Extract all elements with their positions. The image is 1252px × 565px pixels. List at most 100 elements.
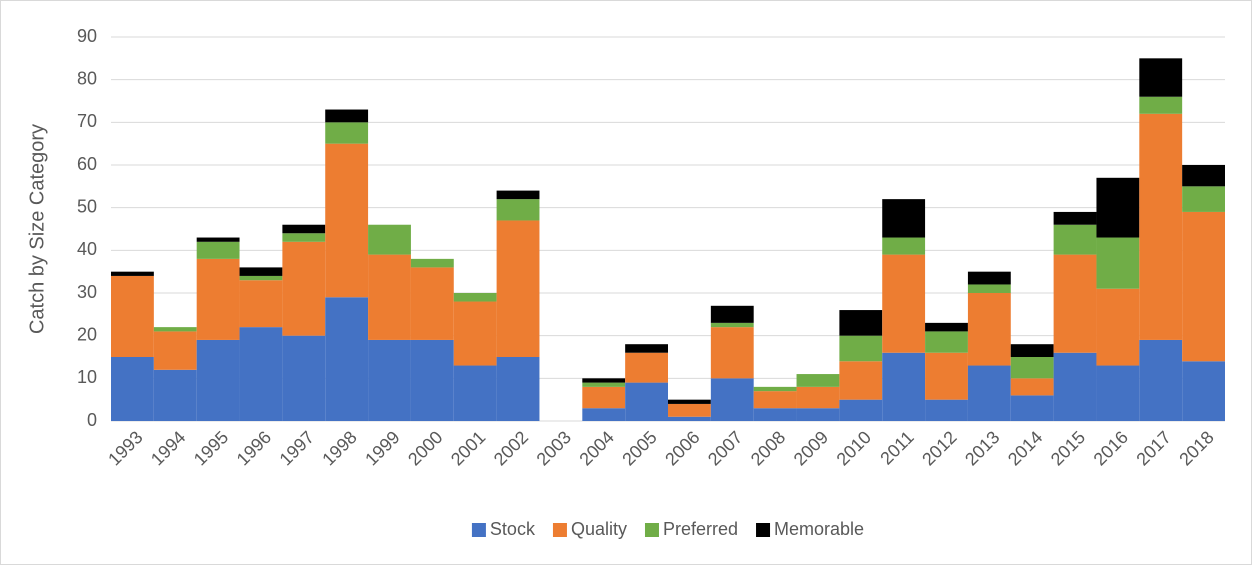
- bar-segment: [1053, 254, 1097, 353]
- bar-segment: [582, 378, 626, 383]
- bar-segment: [710, 322, 754, 328]
- bar-segment: [239, 267, 283, 276]
- bar-segment: [453, 301, 497, 366]
- bar-segment: [1182, 211, 1225, 362]
- bar-segment: [1053, 352, 1097, 421]
- bar-segment: [496, 357, 540, 421]
- bar-segment: [882, 254, 926, 353]
- bar-segment: [839, 335, 883, 362]
- legend-swatch: [756, 523, 771, 537]
- y-tick-label: 50: [77, 196, 97, 216]
- bar-segment: [282, 241, 326, 336]
- bar-segment: [368, 254, 411, 340]
- bar-segment: [839, 399, 883, 421]
- y-tick-label: 20: [77, 324, 97, 344]
- bar-segment: [111, 357, 154, 421]
- bar-segment: [839, 310, 883, 336]
- bar-segment: [496, 199, 540, 221]
- bar-segment: [325, 297, 369, 421]
- bar-segment: [1010, 357, 1054, 379]
- bar-segment: [1139, 339, 1183, 421]
- bar-segment: [196, 258, 240, 340]
- bar-segment: [967, 284, 1011, 293]
- bar-segment: [925, 399, 968, 421]
- y-tick-label: 40: [77, 239, 97, 259]
- bar-segment: [668, 416, 711, 421]
- bar-segment: [1096, 177, 1140, 238]
- bar-segment: [753, 386, 797, 392]
- bar-segment: [153, 327, 197, 332]
- bar-segment: [967, 271, 1011, 285]
- bar-segment: [582, 408, 626, 421]
- bar-segment: [796, 386, 840, 409]
- bar-segment: [882, 237, 926, 255]
- y-tick-label: 80: [77, 68, 97, 88]
- bar-segment: [625, 382, 668, 421]
- bar-segment: [668, 399, 711, 404]
- bar-segment: [710, 327, 754, 379]
- bar-segment: [153, 331, 197, 370]
- bar-segment: [1139, 96, 1183, 114]
- bar-segment: [1096, 288, 1140, 366]
- bar-segment: [625, 344, 668, 353]
- bar-segment: [196, 237, 240, 242]
- bar-segment: [967, 293, 1011, 366]
- bar-segment: [1053, 211, 1097, 225]
- bar-segment: [796, 408, 840, 421]
- bar-segment: [282, 335, 326, 421]
- y-tick-label: 90: [77, 26, 97, 46]
- y-tick-label: 0: [87, 410, 97, 430]
- bar-segment: [325, 143, 369, 298]
- bar-segment: [967, 365, 1011, 421]
- bar-segment: [1182, 165, 1225, 187]
- bar-segment: [239, 280, 283, 328]
- bar-segment: [153, 369, 197, 421]
- bar-segment: [410, 258, 454, 268]
- y-tick-label: 10: [77, 367, 97, 387]
- bar-segment: [882, 199, 926, 238]
- bar-segment: [325, 122, 369, 144]
- bar-segment: [925, 322, 968, 332]
- legend-label: Stock: [490, 519, 536, 539]
- legend-label: Memorable: [774, 519, 864, 539]
- bar-segment: [453, 293, 497, 302]
- bar-segment: [368, 224, 411, 255]
- bar-segment: [925, 352, 968, 400]
- y-tick-label: 30: [77, 282, 97, 302]
- bar-segment: [239, 327, 283, 421]
- bar-segment: [410, 339, 454, 421]
- bar-segment: [196, 339, 240, 421]
- legend-swatch: [552, 523, 567, 537]
- bar-segment: [325, 109, 369, 123]
- bar-segment: [1139, 113, 1183, 340]
- bar-segment: [710, 305, 754, 323]
- bar-segment: [1010, 395, 1054, 421]
- bar-segment: [1182, 186, 1225, 212]
- bar-segment: [582, 386, 626, 409]
- bar-segment: [625, 352, 668, 383]
- bar-segment: [1139, 58, 1183, 97]
- bar-segment: [282, 233, 326, 242]
- bar-segment: [839, 361, 883, 400]
- bar-segment: [111, 271, 154, 276]
- bar-segment: [925, 331, 968, 353]
- bar-segment: [368, 339, 411, 421]
- y-axis-title: Catch by Size Category: [26, 124, 48, 334]
- bar-segment: [410, 267, 454, 340]
- legend-label: Quality: [571, 519, 627, 539]
- bar-segment: [1010, 344, 1054, 357]
- bar-segment: [753, 408, 797, 421]
- bar-segment: [1182, 361, 1225, 421]
- bar-segment: [496, 220, 540, 357]
- bar-segment: [753, 391, 797, 409]
- bar-segment: [1010, 378, 1054, 396]
- bar-segment: [1096, 365, 1140, 421]
- bar-segment: [496, 190, 540, 200]
- y-tick-label: 60: [77, 154, 97, 174]
- bar-segment: [1096, 237, 1140, 289]
- bar-segment: [282, 224, 326, 234]
- legend-swatch: [644, 523, 659, 537]
- bar-segment: [882, 352, 926, 421]
- bar-segment: [453, 365, 497, 421]
